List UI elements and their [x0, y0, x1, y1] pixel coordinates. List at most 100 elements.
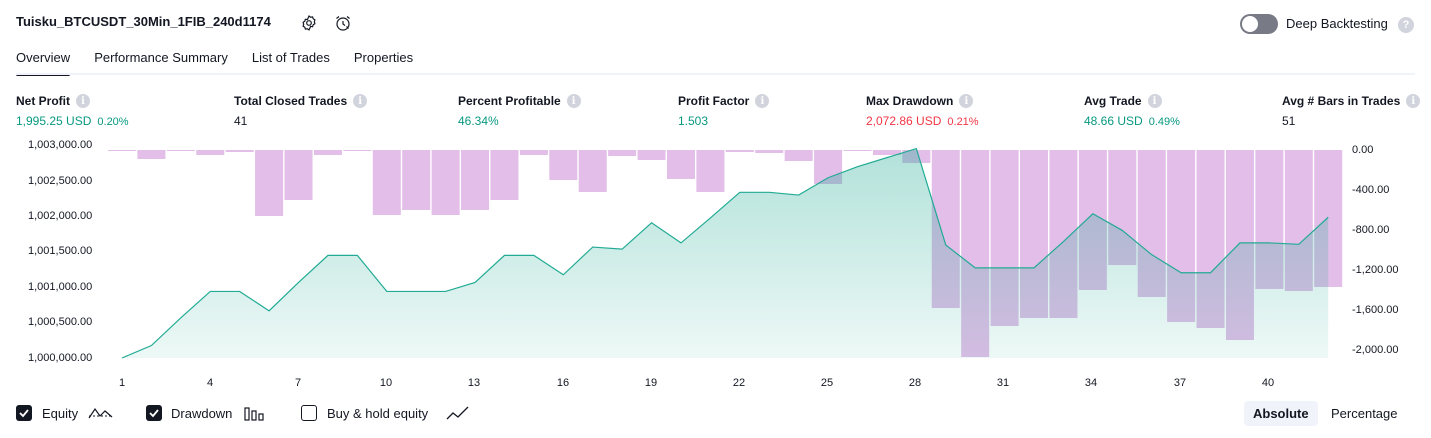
strategy-title: Tuisku_BTCUSDT_30Min_1FIB_240d1174: [16, 14, 271, 29]
equity-checkbox[interactable]: [16, 405, 32, 421]
info-icon[interactable]: i: [1406, 94, 1421, 108]
equity-legend-label[interactable]: Equity: [42, 406, 79, 421]
metric-label: Avg # Bars in Trades: [1282, 94, 1401, 108]
deep-backtesting-toggle[interactable]: [1240, 14, 1278, 34]
x-tick: 22: [732, 377, 746, 389]
x-tick: 13: [467, 377, 481, 389]
drawdown-bar: [108, 150, 136, 151]
metric-label: Percent Profitable: [458, 94, 561, 108]
drawdown-bar: [872, 150, 901, 155]
metric-value: 2,072.86 USD: [866, 114, 942, 128]
metric-label: Net Profit: [16, 94, 70, 108]
drawdown-bar: [461, 150, 490, 210]
info-icon[interactable]: i: [755, 94, 770, 108]
metric-avg-bars-in-trades: Avg # Bars in Trades i 51: [1282, 94, 1421, 128]
equity-line-icon: [88, 404, 114, 427]
x-tick: 19: [644, 377, 658, 389]
y-left-tick: 1,002,500.00: [28, 175, 93, 187]
metric-value: 1,995.25 USD: [16, 114, 92, 128]
metric-value: 46.34%: [458, 114, 499, 128]
drawdown-bar: [696, 150, 725, 192]
settings-gear-icon[interactable]: [300, 14, 318, 32]
metric-value: 1.503: [678, 114, 709, 128]
info-icon[interactable]: i: [566, 94, 581, 108]
y-right-tick: 0.00: [1352, 144, 1374, 156]
drawdown-bar: [431, 150, 460, 215]
metric-percent-profitable: Percent Profitable i 46.34%: [458, 94, 581, 128]
tab-performance-summary[interactable]: Performance Summary: [94, 50, 228, 65]
y-right-tick: -2,000.00: [1352, 344, 1399, 356]
metric-total-closed-trades: Total Closed Trades i 41: [234, 94, 368, 128]
equity-line: [121, 147, 1329, 359]
drawdown-bar: [137, 150, 166, 159]
percentage-toggle-button[interactable]: Percentage: [1331, 406, 1398, 421]
x-tick: 31: [996, 377, 1010, 389]
drawdown-checkbox[interactable]: [146, 405, 162, 421]
y-right-tick: -1,200.00: [1352, 264, 1399, 276]
tab-divider: [16, 73, 1415, 75]
x-tick: 16: [556, 377, 570, 389]
drawdown-bar: [784, 150, 813, 161]
drawdown-bar: [843, 150, 872, 151]
buy-hold-legend-label[interactable]: Buy & hold equity: [327, 406, 429, 421]
buy-hold-equity-checkbox[interactable]: [301, 405, 317, 421]
info-icon[interactable]: i: [1147, 94, 1162, 108]
x-tick: 34: [1084, 377, 1098, 389]
alarm-clock-icon[interactable]: [334, 14, 352, 32]
metric-value: 41: [234, 114, 248, 128]
buy-hold-line-icon: [446, 404, 470, 427]
info-icon[interactable]: i: [353, 94, 368, 108]
metric-label: Total Closed Trades: [234, 94, 348, 108]
info-icon[interactable]: i: [959, 94, 974, 108]
drawdown-bar: [343, 150, 372, 151]
metric-percent: 0.21%: [947, 116, 979, 128]
metric-label: Avg Trade: [1084, 94, 1142, 108]
drawdown-bar: [196, 150, 225, 155]
metric-max-drawdown: Max Drawdown i 2,072.86 USD 0.21%: [866, 94, 979, 128]
drawdown-bar: [725, 150, 754, 152]
tab-list-of-trades[interactable]: List of Trades: [251, 50, 330, 65]
metric-value: 51: [1282, 114, 1296, 128]
x-tick: 7: [294, 377, 302, 389]
drawdown-legend-label[interactable]: Drawdown: [171, 406, 233, 421]
metric-net-profit: Net Profit i 1,995.25 USD 0.20%: [16, 94, 129, 128]
help-question-icon[interactable]: ?: [1398, 17, 1414, 33]
info-icon[interactable]: i: [76, 94, 90, 108]
metric-value: 48.66 USD: [1084, 114, 1143, 128]
deep-backtesting-label: Deep Backtesting: [1286, 16, 1388, 31]
drawdown-bar: [284, 150, 313, 200]
metric-percent: 0.49%: [1148, 116, 1180, 128]
x-tick: 37: [1173, 377, 1187, 389]
y-left-tick: 1,002,000.00: [28, 210, 93, 222]
y-left-tick: 1,000,500.00: [28, 316, 93, 328]
drawdown-bar: [255, 150, 284, 216]
metric-label: Profit Factor: [678, 94, 750, 108]
drawdown-bar: [608, 150, 637, 156]
y-right-tick: -1,600.00: [1352, 304, 1399, 316]
equity-area: [122, 148, 1329, 358]
y-left-tick: 1,001,000.00: [28, 281, 93, 293]
x-tick: 4: [206, 377, 214, 389]
drawdown-bar: [578, 150, 607, 192]
y-left-tick: 1,001,500.00: [28, 245, 93, 257]
drawdown-bar: [755, 150, 784, 153]
y-right-tick: -400.00: [1352, 184, 1390, 196]
tab-properties[interactable]: Properties: [353, 50, 414, 65]
drawdown-bar: [549, 150, 578, 180]
drawdown-bar: [637, 150, 666, 160]
x-tick: 1: [118, 377, 126, 389]
drawdown-bar: [372, 150, 401, 215]
drawdown-bar: [666, 150, 695, 179]
metric-label: Max Drawdown: [866, 94, 954, 108]
metric-percent: 0.20%: [97, 116, 129, 128]
absolute-toggle-button[interactable]: Absolute: [1244, 401, 1318, 426]
drawdown-bar: [225, 150, 254, 152]
drawdown-bar: [490, 150, 519, 200]
y-left-tick: 1,003,000.00: [28, 139, 93, 151]
x-tick: 40: [1261, 377, 1275, 389]
x-tick: 28: [908, 377, 922, 389]
x-tick: 25: [820, 377, 834, 389]
y-left-tick: 1,000,000.00: [28, 352, 93, 364]
drawdown-bar: [519, 150, 548, 155]
